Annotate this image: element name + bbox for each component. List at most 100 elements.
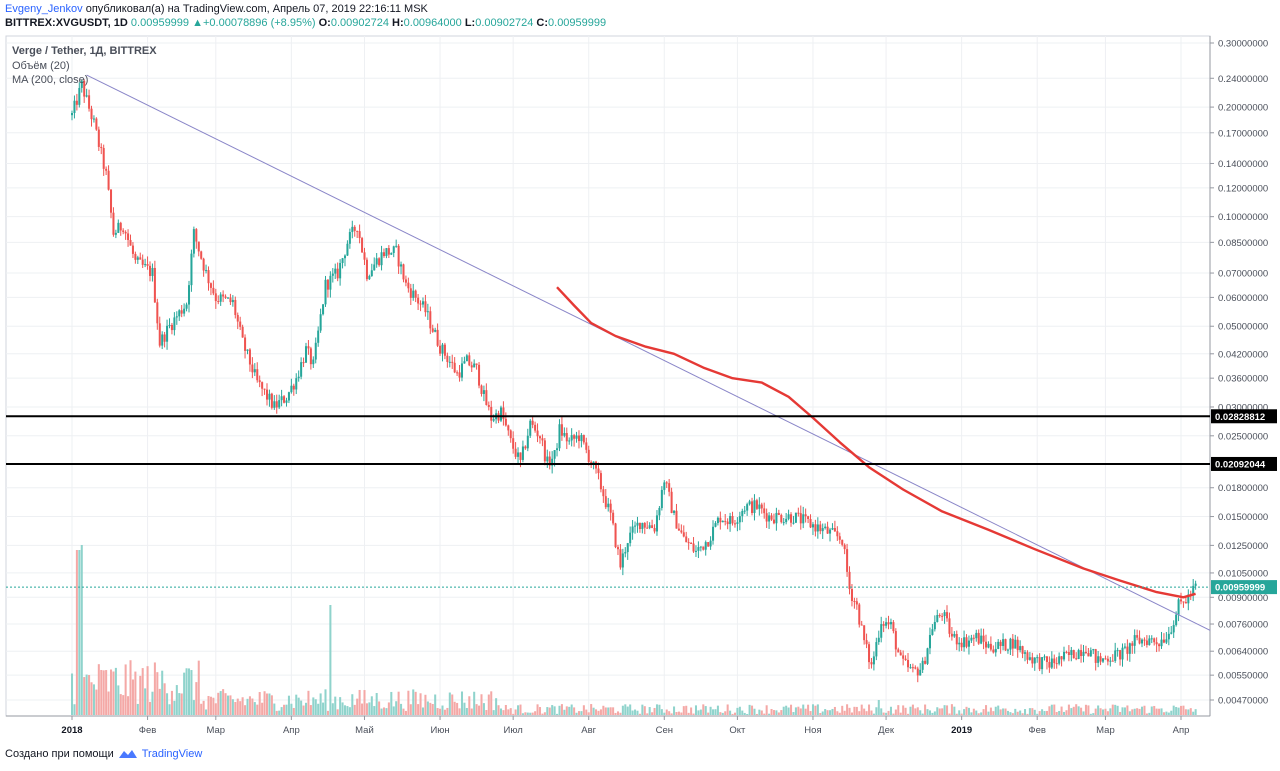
volume-bar (131, 679, 134, 715)
volume-bar (848, 707, 851, 715)
candle-body (117, 222, 120, 233)
candle-body (1048, 661, 1051, 668)
candle-body (843, 544, 846, 550)
candle-body (195, 229, 198, 242)
candle-body (587, 449, 590, 462)
candle-body (1060, 656, 1063, 660)
candle-body (582, 435, 585, 443)
candle-body (231, 299, 234, 303)
candle-body (763, 508, 766, 514)
volume-bar (843, 710, 846, 715)
candle-body (356, 230, 359, 232)
candle-body (902, 655, 905, 659)
candle-body (1121, 647, 1124, 660)
candle-body (341, 258, 344, 264)
low-label: L: (464, 17, 476, 29)
volume-bar (892, 713, 895, 715)
candle-body (807, 516, 810, 520)
volume-bar (1167, 712, 1170, 715)
candle-body (482, 390, 485, 394)
volume-bar (178, 693, 181, 715)
candle-body (139, 257, 142, 260)
candle-body (1080, 650, 1083, 657)
author-link[interactable]: Evgeny_Jenkov (5, 3, 83, 15)
volume-bar (1048, 706, 1051, 715)
volume-bar (658, 704, 661, 715)
candle-body (982, 635, 985, 642)
candle-body (370, 270, 373, 277)
candle-body (543, 440, 546, 462)
candle-body (100, 146, 103, 149)
volume-bar (261, 702, 264, 715)
candle-body (1133, 635, 1136, 646)
candle-body (665, 482, 668, 484)
volume-bar (297, 697, 300, 715)
volume-bar (75, 550, 78, 715)
volume-bar (448, 692, 451, 715)
candle-body (716, 517, 719, 524)
candle-body (166, 325, 169, 342)
volume-bar (548, 707, 551, 715)
candle-body (719, 517, 722, 523)
volume-bar (670, 713, 673, 715)
volume-bar (246, 698, 249, 715)
candle-body (972, 637, 975, 639)
volume-bar (180, 693, 183, 715)
x-tick-label: Авг (581, 725, 596, 736)
candle-body (314, 342, 317, 360)
volume-bar (487, 694, 490, 715)
x-tick-label: Фев (1028, 725, 1046, 736)
candle-body (512, 438, 515, 449)
ohlc-row: BITTREX:XVGUSDT, 1D 0.00959999 ▲+0.00078… (5, 16, 606, 31)
candle-body (797, 512, 800, 514)
candle-body (214, 293, 217, 302)
candle-body (607, 503, 610, 508)
volume-bar (573, 707, 576, 715)
candle-body (239, 321, 242, 327)
footer-brand[interactable]: TradingView (141, 748, 203, 760)
candle-body (161, 334, 164, 346)
volume-bar (1094, 708, 1097, 715)
y-tick-label: 0.01250000 (1218, 541, 1268, 552)
volume-bar (517, 705, 520, 715)
candle-body (131, 245, 134, 254)
candle-body (400, 264, 403, 267)
volume-bar (378, 701, 381, 715)
candle-body (395, 245, 398, 247)
candle-body (648, 525, 651, 528)
volume-bar (209, 696, 212, 715)
volume-bar (100, 669, 103, 715)
volume-bar (1041, 709, 1044, 715)
volume-bar (1014, 708, 1017, 715)
volume-bar (629, 704, 632, 715)
volume-bar (641, 704, 644, 715)
candle-body (390, 252, 393, 255)
candle-body (536, 430, 539, 437)
candle-body (519, 452, 522, 460)
volume-bar (936, 707, 939, 715)
candle-body (92, 118, 95, 120)
candle-body (919, 669, 922, 676)
candle-body (322, 304, 325, 315)
volume-bar (1182, 705, 1185, 715)
last-price-value: 0.00959999 (130, 17, 190, 29)
candle-body (1114, 650, 1117, 661)
candle-body (417, 297, 420, 304)
volume-bar (660, 709, 663, 715)
volume-bar (217, 692, 220, 715)
candle-body (436, 329, 439, 346)
volume-bar (963, 709, 966, 715)
candle-body (651, 525, 654, 528)
legend-title: Verge / Tether, 1Д, BITTREX (12, 45, 157, 57)
y-tick-label: 0.00760000 (1218, 620, 1268, 631)
candle-body (785, 518, 788, 523)
volume-bar (543, 712, 546, 715)
candle-body (556, 448, 559, 451)
volume-bar (719, 712, 722, 715)
candle-body (755, 500, 758, 509)
y-tick-label: 0.20000000 (1218, 103, 1268, 114)
candle-body (124, 231, 127, 234)
candle-body (88, 95, 91, 109)
volume-bar (872, 713, 875, 715)
